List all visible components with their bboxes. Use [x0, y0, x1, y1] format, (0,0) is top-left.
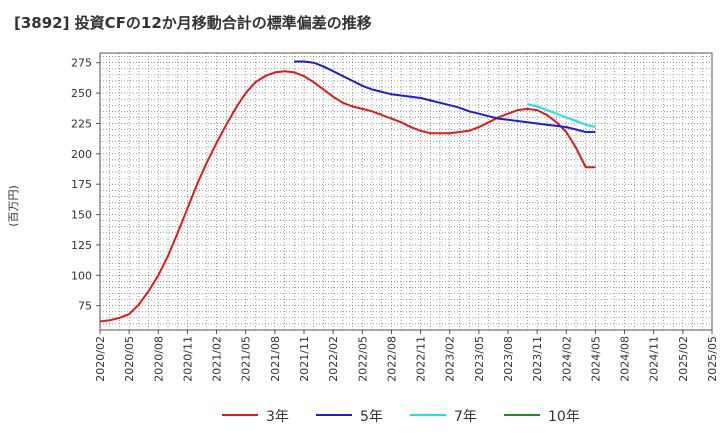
y-tick-label: 75: [78, 300, 92, 313]
legend-swatch: [504, 414, 540, 416]
x-tick-label: 2024/11: [648, 336, 661, 382]
plot-area-frame: [99, 52, 713, 331]
x-tick-label: 2020/11: [181, 336, 194, 382]
x-tick-label: 2021/08: [269, 336, 282, 382]
x-tick-label: 2023/02: [444, 336, 457, 382]
x-tick-label: 2021/05: [240, 336, 253, 382]
axes: 75 100 125 150 175 200 225 250 275 2020/02 2020/05…: [71, 52, 719, 382]
legend-swatch: [316, 414, 352, 416]
series-line-3年: [99, 70, 596, 323]
series-layer: [99, 60, 596, 323]
x-tick-label: 2025/02: [677, 336, 690, 382]
chart-title: [3892] 投資CFの12か月移動合計の標準偏差の推移: [14, 14, 372, 32]
legend-label: 7年: [454, 409, 477, 425]
x-tick-label: 2023/11: [531, 336, 544, 382]
x-tick-label: 2024/02: [560, 336, 573, 382]
y-tick-label: 175: [71, 178, 92, 191]
x-tick-label: 2021/11: [298, 336, 311, 382]
legend: 3年 5年 7年 10年: [0, 400, 720, 430]
x-tick-label: 2023/08: [502, 336, 515, 382]
y-tick-label: 225: [71, 117, 92, 130]
y-tick-label: 125: [71, 239, 92, 252]
x-tick-label: 2022/05: [356, 336, 369, 382]
x-tick-label: 2023/05: [473, 336, 486, 382]
series-line-5年: [294, 60, 596, 133]
series-line-7年: [527, 103, 596, 129]
x-tick-label: 2022/02: [327, 336, 340, 382]
legend-label: 5年: [360, 409, 383, 425]
grid: [99, 53, 713, 330]
y-tick-label: 200: [71, 148, 92, 161]
x-tick-label: 2020/02: [94, 336, 107, 382]
x-tick-label: 2024/08: [619, 336, 632, 382]
y-tick-label: 275: [71, 57, 92, 70]
legend-label: 10年: [548, 409, 580, 425]
y-tick-label: 150: [71, 209, 92, 222]
x-tick-label: 2022/11: [415, 336, 428, 382]
y-tick-label: 100: [71, 269, 92, 282]
legend-label: 3年: [266, 409, 289, 425]
y-tick-label: 250: [71, 87, 92, 100]
x-tick-label: 2025/05: [706, 336, 719, 382]
x-tick-label: 2020/05: [123, 336, 136, 382]
x-tick-label: 2021/02: [211, 336, 224, 382]
x-tick-label: 2020/08: [152, 336, 165, 382]
x-tick-label: 2022/08: [385, 336, 398, 382]
x-tick-label: 2024/05: [589, 336, 602, 382]
legend-swatch: [222, 414, 258, 416]
legend-swatch: [410, 414, 446, 416]
